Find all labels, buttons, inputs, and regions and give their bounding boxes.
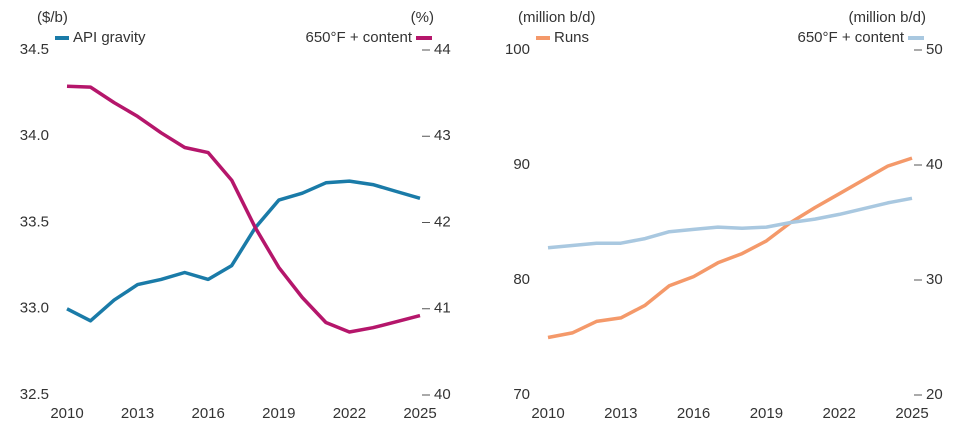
x-tick-label: 2022 (333, 405, 366, 422)
series-line (66, 84, 421, 334)
y-tick-label: 33.5 (20, 213, 49, 230)
x-tick-label: 2022 (823, 405, 856, 422)
series-line (547, 156, 913, 340)
x-tick-label: 2019 (262, 405, 295, 422)
x-tick-label: 2019 (750, 405, 783, 422)
legend-label: 650°F + content (798, 29, 905, 46)
legend-label: API gravity (73, 29, 146, 46)
y-axis-label: (million b/d) (518, 9, 596, 26)
x-tick-label: 2016 (677, 405, 710, 422)
y2-tick-label: 30 (926, 271, 943, 288)
y2-tick-label: 40 (434, 386, 451, 403)
x-tick-label: 2013 (121, 405, 154, 422)
y2-tick-label: 43 (434, 127, 451, 144)
y2-tick-label: 42 (434, 213, 451, 230)
y-tick-label: 34.0 (20, 127, 49, 144)
y2-tick-label: 44 (434, 41, 451, 58)
x-tick-label: 2016 (192, 405, 225, 422)
legend-label: Runs (554, 29, 589, 46)
y2-axis-label: (%) (411, 9, 434, 26)
y2-tick-label: 41 (434, 300, 451, 317)
y-axis-label: ($/b) (37, 9, 68, 26)
y-tick-label: 32.5 (20, 386, 49, 403)
x-tick-label: 2013 (604, 405, 637, 422)
x-tick-label: 2025 (895, 405, 928, 422)
y-tick-label: 33.0 (20, 300, 49, 317)
y2-axis-label: (million b/d) (848, 9, 926, 26)
x-tick-label: 2025 (403, 405, 436, 422)
y-tick-label: 100 (505, 41, 530, 58)
y2-tick-label: 50 (926, 41, 943, 58)
y-tick-label: 80 (513, 271, 530, 288)
y2-tick-label: 40 (926, 156, 943, 173)
x-tick-label: 2010 (50, 405, 83, 422)
legend-label: 650°F + content (306, 29, 413, 46)
series-line (547, 196, 913, 250)
y2-tick-label: 20 (926, 386, 943, 403)
y-tick-label: 70 (513, 386, 530, 403)
x-tick-label: 2010 (531, 405, 564, 422)
series-line (66, 179, 421, 323)
y-tick-label: 34.5 (20, 41, 49, 58)
y-tick-label: 90 (513, 156, 530, 173)
